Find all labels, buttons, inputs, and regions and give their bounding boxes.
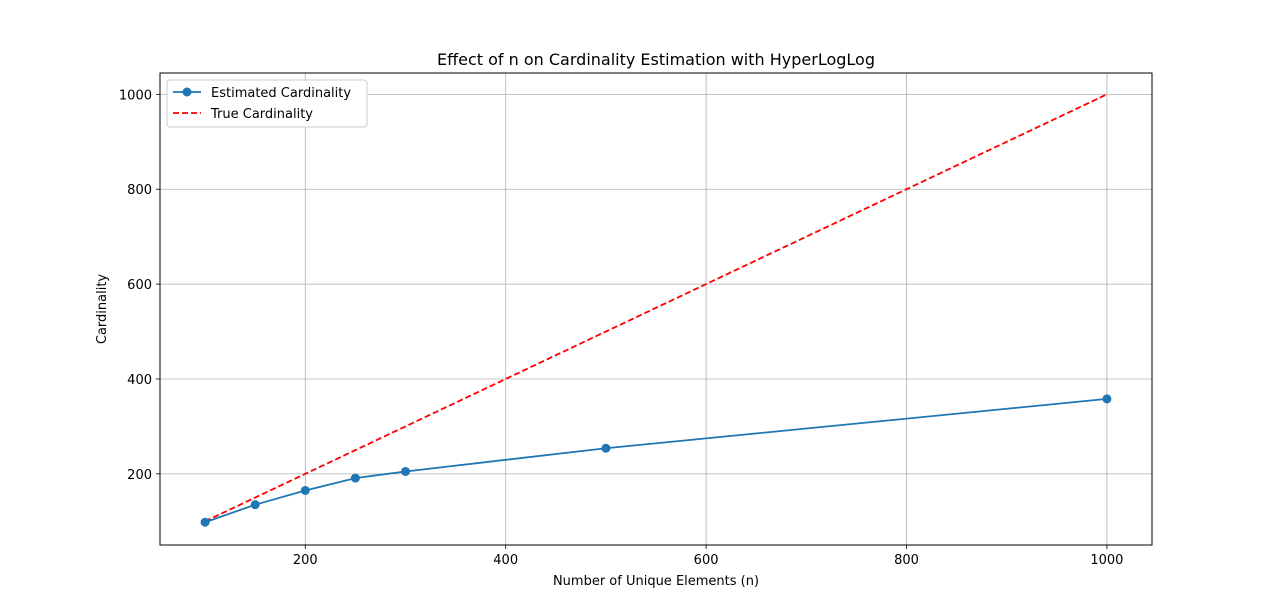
x-tick-label: 1000 — [1090, 553, 1123, 568]
chart-title: Effect of n on Cardinality Estimation wi… — [437, 50, 875, 69]
x-tick-label: 200 — [293, 553, 318, 568]
ticks: 200 400 600 800 1000 200 400 600 800 1000 — [119, 88, 1124, 568]
y-tick-label: 400 — [127, 373, 152, 388]
estimated-cardinality-point — [601, 443, 611, 453]
x-tick-label: 600 — [694, 553, 719, 568]
y-tick-label: 1000 — [119, 88, 152, 103]
y-axis-label: Cardinality — [95, 274, 110, 345]
estimated-cardinality-point — [300, 485, 310, 495]
x-tick-label: 400 — [493, 553, 518, 568]
legend-estimated-cardinality-label: Estimated Cardinality — [211, 86, 351, 101]
legend: Estimated Cardinality True Cardinality — [166, 79, 368, 128]
legend-box — [166, 79, 368, 128]
series-layer — [200, 93, 1112, 527]
x-tick-label: 800 — [894, 553, 919, 568]
x-axis-label: Number of Unique Elements (n) — [553, 574, 759, 589]
estimated-cardinality-point — [200, 517, 210, 527]
grid — [160, 73, 1152, 545]
plot-frame — [159, 72, 1153, 546]
estimated-cardinality-point — [350, 473, 360, 483]
estimated-cardinality-point — [400, 466, 410, 476]
estimated-cardinality-point — [1102, 394, 1112, 404]
y-tick-label: 200 — [127, 468, 152, 483]
legend-estimated-cardinality-marker — [182, 87, 192, 97]
y-tick-label: 800 — [127, 183, 152, 198]
estimated-cardinality-point — [250, 500, 260, 510]
y-tick-label: 600 — [127, 278, 152, 293]
true-cardinality-line — [204, 93, 1108, 523]
legend-true-cardinality-label: True Cardinality — [210, 107, 313, 122]
estimated-cardinality-line — [204, 397, 1107, 524]
